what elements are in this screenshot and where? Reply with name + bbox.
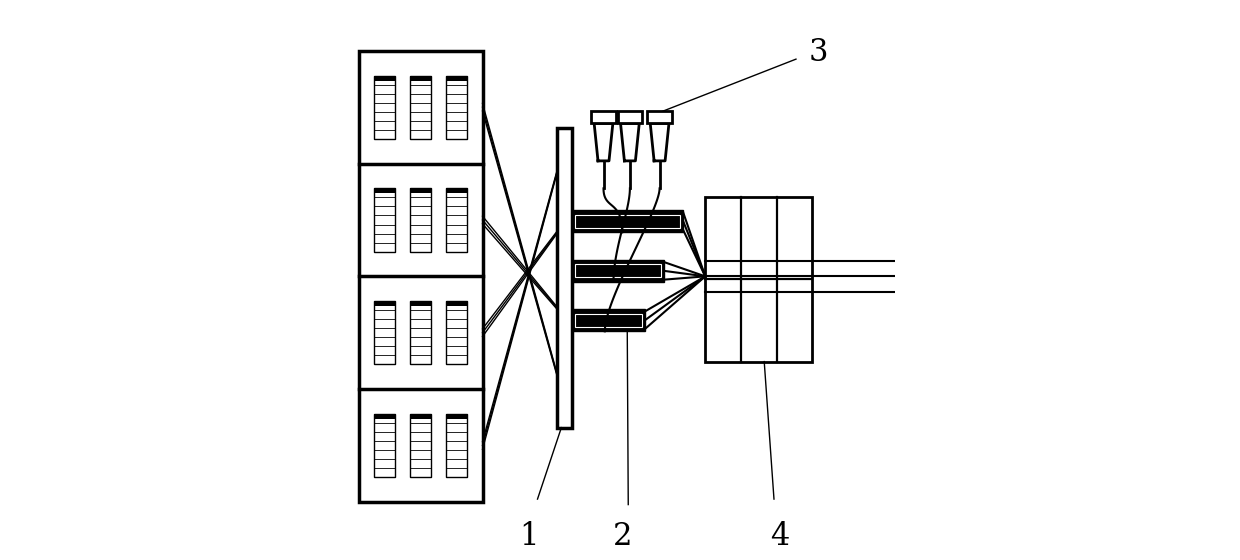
Bar [410,188,432,251]
Bar [410,76,432,81]
Bar [410,301,432,306]
Bar [374,76,394,81]
Bar [575,264,661,277]
Bar [410,76,432,139]
Bar [374,188,394,193]
Bar [374,76,394,139]
Bar [374,301,394,306]
Text: 4: 4 [770,521,789,552]
Bar [557,128,572,428]
Text: 2: 2 [613,521,632,552]
Bar [374,301,394,365]
Bar [446,76,467,81]
Bar [410,414,432,419]
Text: 1: 1 [520,521,539,552]
Bar [446,414,467,419]
Bar [410,301,432,365]
Bar [572,260,663,282]
Bar [410,188,432,193]
Bar [446,414,467,477]
Bar [410,414,432,477]
Bar [706,197,812,362]
Bar [374,414,394,419]
Bar [446,76,467,139]
Bar [446,188,467,251]
Bar [374,414,394,477]
Bar [591,111,615,123]
Text: 3: 3 [808,37,828,68]
Bar [575,314,642,327]
Bar [618,111,642,123]
Bar [572,309,645,332]
Bar [358,51,482,502]
Bar [572,211,683,232]
Bar [446,301,467,306]
Bar [446,301,467,365]
Bar [575,215,681,228]
Bar [446,188,467,193]
Bar [647,111,672,123]
Bar [374,188,394,251]
